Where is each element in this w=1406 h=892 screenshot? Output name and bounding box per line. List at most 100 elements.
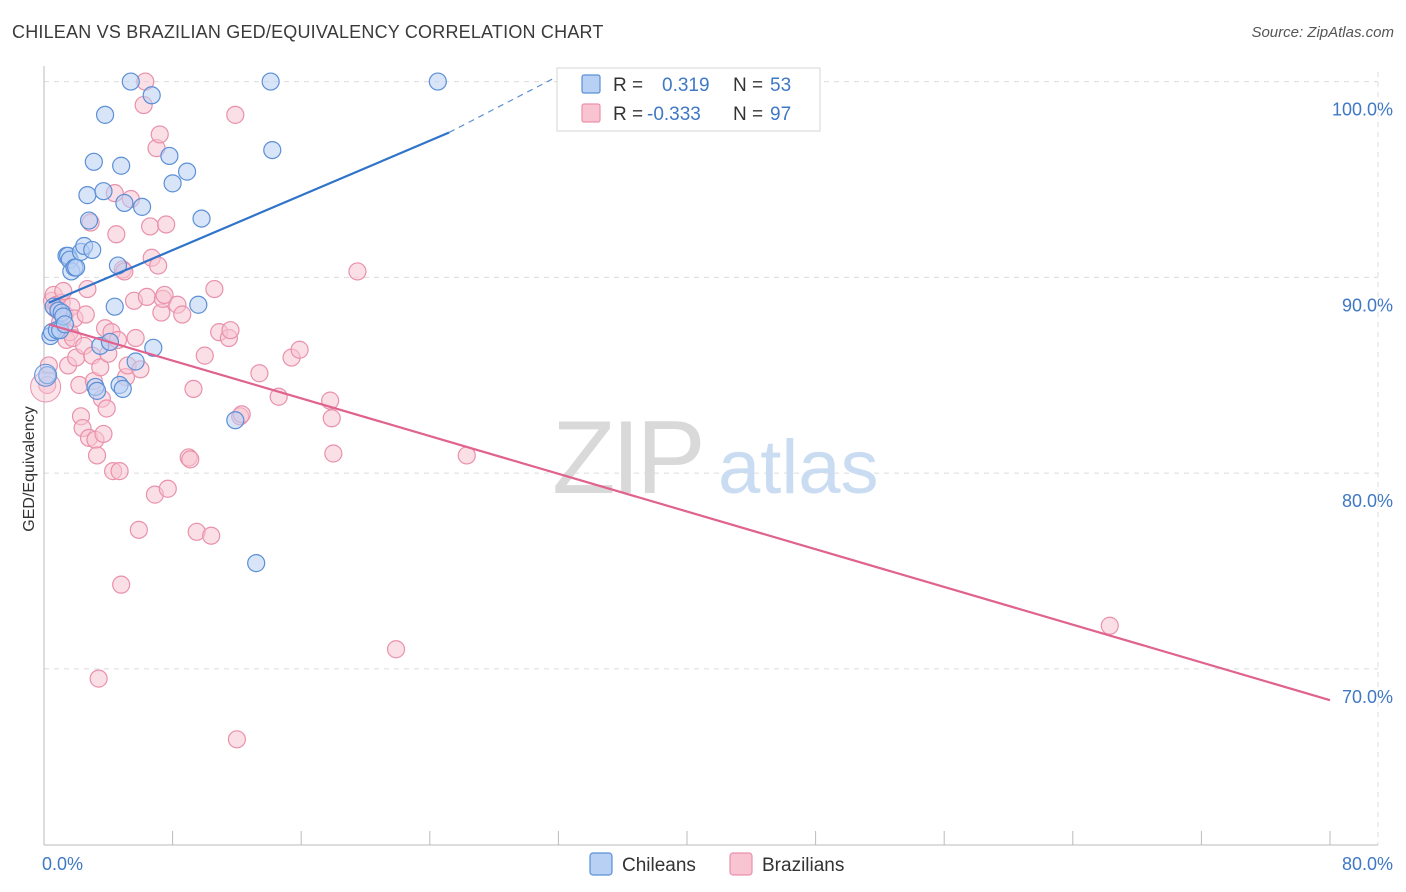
watermark-zip: ZIP — [552, 400, 702, 516]
chileans-point-46 — [261, 72, 280, 91]
brazilians-point-29 — [87, 446, 107, 465]
chileans-point-38 — [144, 338, 163, 357]
source-note: Source: ZipAtlas.com — [1251, 24, 1394, 41]
chileans-point-26 — [95, 105, 115, 124]
brazilians-point-92 — [386, 640, 406, 659]
brazilians-point-67 — [158, 479, 177, 498]
brazilians-point-33 — [94, 424, 113, 444]
x-tick-label-min: 0.0% — [42, 854, 83, 874]
chileans-point-15 — [67, 258, 86, 277]
chileans-point-23 — [87, 381, 107, 400]
chileans-point-large — [34, 363, 58, 387]
brazilians-point-35 — [97, 399, 116, 418]
chileans-point-0 — [38, 366, 57, 385]
brazilians-point-65 — [155, 285, 174, 305]
chileans-point-28 — [105, 297, 124, 316]
chileans-point-34 — [121, 72, 140, 91]
chileans-point-39 — [160, 146, 179, 166]
chileans-point-21 — [84, 152, 103, 171]
x-tick-labels: 0.0% 80.0% — [42, 854, 1393, 874]
stats-n-label-brazilians: N = — [733, 104, 763, 125]
brazilians-point-30 — [89, 669, 108, 688]
chileans-point-37 — [142, 86, 161, 105]
y-tick-label-100: 100.0% — [1332, 100, 1393, 120]
chileans-point-47 — [263, 140, 282, 160]
brazilians-point-94 — [1100, 616, 1119, 635]
chileans-point-36 — [132, 197, 152, 216]
brazilians-point-44 — [112, 575, 131, 594]
chileans-point-35 — [126, 352, 145, 371]
stats-n-value-brazilians: 97 — [770, 104, 791, 125]
stats-swatch-chileans — [581, 74, 601, 94]
stats-r-label-brazilians: R = — [613, 104, 643, 125]
x-tick-label-max: 80.0% — [1342, 854, 1393, 874]
stats-n-label-chileans: N = — [733, 75, 763, 96]
legend-swatch-brazilians[interactable] — [729, 852, 753, 876]
brazilians-point-90 — [322, 409, 341, 428]
chileans-point-40 — [163, 174, 182, 193]
brazilians-point-66 — [157, 215, 176, 234]
chileans-trend-extension — [448, 71, 567, 134]
chileans-point-25 — [94, 182, 113, 201]
legend-label-chileans[interactable]: Chileans — [622, 855, 696, 876]
chileans-point-31 — [112, 156, 131, 175]
chileans-point-41 — [177, 162, 197, 181]
chileans-point-42 — [189, 295, 208, 314]
brazilians-point-52 — [129, 520, 148, 539]
stats-n-value-chileans: 53 — [770, 75, 791, 96]
series-legend: Chileans Brazilians — [589, 852, 844, 876]
brazilians-point-84 — [250, 364, 269, 383]
watermark: ZIP atlas — [552, 400, 879, 516]
brazilians-point-81 — [227, 730, 246, 749]
chileans-point-19 — [79, 211, 99, 230]
brazilians-point-56 — [137, 287, 156, 306]
watermark-atlas: atlas — [718, 425, 879, 510]
y-tick-labels: 70.0% 80.0% 90.0% 100.0% — [1332, 100, 1393, 707]
brazilians-point-22 — [76, 305, 95, 324]
brazilians-point-51 — [126, 328, 145, 348]
brazilians-point-91 — [348, 262, 367, 281]
brazilians-point-89 — [324, 444, 343, 463]
brazilians-point-75 — [202, 526, 221, 545]
y-tick-label-70: 70.0% — [1342, 687, 1393, 707]
brazilians-point-76 — [205, 279, 224, 299]
chileans-point-33 — [115, 193, 134, 213]
chileans-point-44 — [226, 411, 245, 430]
chileans-trend-line — [48, 131, 450, 304]
brazilians-trend-line — [48, 323, 1331, 702]
legend-label-brazilians[interactable]: Brazilians — [762, 855, 844, 876]
brazilians-point-74 — [195, 346, 214, 365]
brazilians-point-43 — [110, 462, 129, 481]
chileans-point-18 — [78, 186, 97, 205]
brazilians-point-72 — [184, 379, 203, 399]
chileans-point-43 — [192, 209, 211, 228]
grid-lines — [44, 72, 1379, 845]
axes — [43, 66, 1378, 846]
brazilians-point-87 — [290, 340, 309, 359]
stats-r-value-brazilians: -0.333 — [647, 104, 701, 125]
trend-lines — [48, 71, 1331, 702]
brazilians-points — [30, 72, 1119, 749]
y-tick-label-80: 80.0% — [1342, 491, 1393, 511]
chart-title: CHILEAN VS BRAZILIAN GED/EQUIVALENCY COR… — [12, 22, 604, 42]
chileans-point-48 — [428, 72, 447, 91]
stats-r-value-chileans: 0.319 — [662, 75, 710, 96]
chileans-point-45 — [247, 554, 266, 573]
stats-legend: R = 0.319 N = 53 R = -0.333 N = 97 — [556, 67, 821, 132]
chileans-points — [34, 72, 447, 573]
chileans-point-20 — [83, 240, 102, 260]
brazilians-point-71 — [181, 450, 200, 469]
brazilians-point-31 — [91, 358, 110, 377]
y-tick-label-90: 90.0% — [1342, 295, 1393, 315]
brazilians-point-41 — [107, 225, 126, 244]
legend-swatch-chileans[interactable] — [589, 852, 613, 876]
brazilians-point-62 — [150, 125, 169, 144]
brazilians-point-69 — [173, 305, 192, 324]
stats-swatch-brazilians — [581, 103, 601, 123]
stats-r-label-chileans: R = — [613, 75, 643, 96]
brazilians-point-80 — [226, 105, 245, 124]
chileans-point-32 — [113, 379, 132, 399]
brazilians-point-79 — [221, 321, 240, 340]
brazilians-point-57 — [140, 217, 160, 236]
